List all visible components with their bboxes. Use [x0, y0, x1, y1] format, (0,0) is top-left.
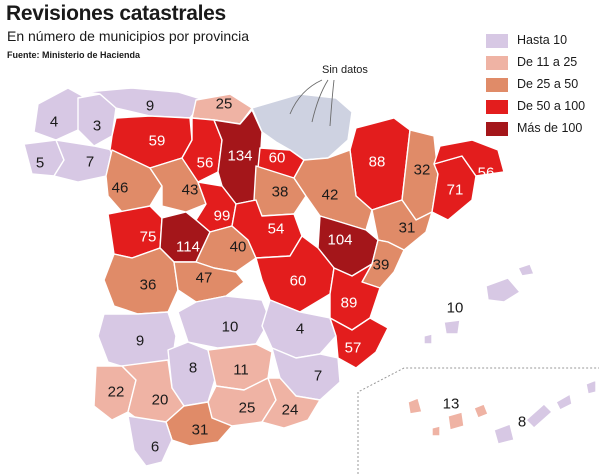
- legend-item-de-11-a-25: De 11 a 25: [486, 54, 596, 72]
- province-value-label: 7: [314, 368, 322, 385]
- province-14: [105, 149, 163, 213]
- legend-label: De 11 a 25: [517, 55, 578, 69]
- province-value-label: 8: [518, 414, 526, 431]
- province-value-label: 13: [443, 396, 460, 413]
- province-value-label: 3: [93, 118, 101, 135]
- province-value-label: 4: [50, 114, 58, 131]
- legend-swatch: [486, 122, 508, 136]
- province-33: [329, 317, 389, 369]
- province-value-label: 10: [447, 300, 464, 317]
- province-value-label: 88: [369, 154, 386, 171]
- legend-label: Más de 100: [517, 121, 583, 135]
- sin-datos-annotation: Sin datos: [322, 64, 368, 76]
- map-title: Revisiones catastrales: [6, 2, 226, 25]
- province-value-label: 46: [112, 180, 129, 197]
- province-value-label: 20: [152, 392, 169, 409]
- province-value-label: 4: [296, 321, 304, 338]
- legend-item-mas-de-100: Más de 100: [486, 120, 596, 138]
- province-value-label: 36: [140, 277, 157, 294]
- province-4: [53, 139, 113, 183]
- legend-label: De 25 a 50: [517, 77, 579, 91]
- legend-item-hasta-10: Hasta 10: [486, 32, 596, 50]
- province-value-label: 43: [182, 182, 199, 199]
- province-value-label: 56: [478, 165, 495, 182]
- province-value-label: 25: [239, 400, 256, 417]
- canary-islands-frame: [357, 367, 599, 474]
- province-15: [149, 157, 207, 213]
- province-value-label: 8: [189, 360, 197, 377]
- province-value-label: 75: [140, 229, 157, 246]
- legend-swatch: [486, 78, 508, 92]
- province-value-label: 40: [230, 239, 247, 256]
- province-41: [165, 401, 233, 447]
- legend-swatch: [486, 100, 508, 114]
- province-value-label: 9: [146, 98, 154, 115]
- legend-label: Hasta 10: [517, 33, 568, 47]
- province-25: [103, 247, 179, 315]
- province-value-label: 42: [322, 187, 339, 204]
- legend-swatch: [486, 34, 508, 48]
- province-value-label: 59: [149, 133, 166, 150]
- province-value-label: 39: [373, 257, 390, 274]
- province-value-label: 31: [399, 220, 416, 237]
- province-value-label: 54: [268, 221, 285, 238]
- legend-label: De 50 a 100: [517, 99, 586, 113]
- map-source: Fuente: Ministerio de Hacienda: [7, 50, 141, 60]
- province-26: [173, 261, 245, 303]
- province-value-label: 114: [176, 239, 200, 256]
- province-value-label: 71: [447, 182, 464, 199]
- province-value-label: 47: [196, 270, 213, 287]
- map-subtitle: En número de municipios por provincia: [7, 28, 250, 44]
- province-13: [433, 139, 505, 177]
- legend-item-de-50-a-100: De 50 a 100: [486, 98, 596, 116]
- province-44: [407, 397, 489, 437]
- province-value-label: 57: [345, 340, 362, 357]
- province-value-label: 5: [36, 155, 44, 172]
- province-value-label: 99: [214, 208, 231, 225]
- province-value-label: 9: [136, 333, 144, 350]
- legend-item-de-25-a-50: De 25 a 50: [486, 76, 596, 94]
- province-shapes: [23, 87, 597, 467]
- province-value-label: 89: [341, 295, 358, 312]
- province-40: [261, 377, 321, 429]
- province-43: [423, 263, 535, 345]
- legend-swatch: [486, 56, 508, 70]
- province-value-label: 7: [86, 154, 94, 171]
- province-value-label: 11: [233, 362, 249, 379]
- province-value-label: 22: [108, 384, 125, 401]
- province-value-label: 60: [290, 273, 307, 290]
- province-value-label: 31: [192, 422, 209, 439]
- province-value-label: 24: [282, 402, 299, 419]
- province-value-label: 6: [151, 439, 159, 456]
- sin-datos-callout-lines: [289, 79, 335, 127]
- province-value-label: 104: [327, 232, 352, 249]
- province-value-label: 56: [197, 155, 214, 172]
- province-value-label: 134: [227, 148, 252, 165]
- province-42: [127, 415, 173, 467]
- province-value-label: 10: [222, 319, 239, 336]
- province-29: [329, 263, 381, 331]
- province-value-label: 38: [272, 184, 289, 201]
- province-value-label: 60: [269, 150, 286, 167]
- province-value-label: 25: [216, 96, 233, 113]
- province-value-label: 32: [414, 162, 431, 179]
- province-45: [493, 379, 597, 445]
